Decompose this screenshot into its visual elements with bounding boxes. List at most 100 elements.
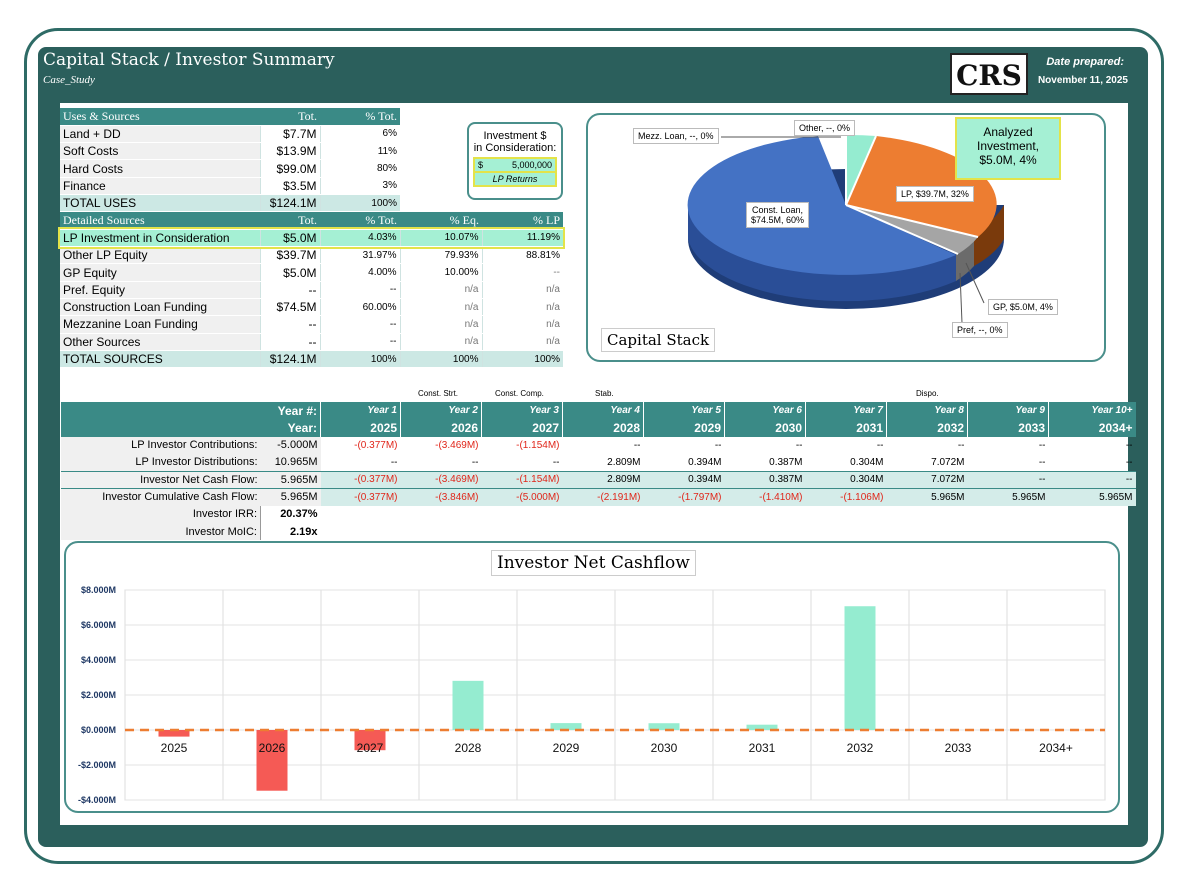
cashflow-cell: -- [552,456,560,468]
x-tick-label: 2029 [553,741,580,755]
cashflow-cell: -(0.377M) [320,470,401,489]
uses-row: Hard Costs $99.0M 80% [60,159,400,178]
logo-icon: CRS [956,59,1022,92]
x-tick-label: 2027 [357,741,384,755]
lp-consideration-row: LP Investment in Consideration $5.0M 4.03%… [58,227,565,249]
cashflow-cell: -(3.469M) [400,470,482,489]
x-tick-label: 2025 [161,741,188,755]
sources-header-label: Detailed Sources [60,212,260,230]
cashflow-cell: 5.965M [967,487,1049,506]
row-value: n/a [399,315,482,334]
row-value: 60.00% [319,298,400,317]
row-value: 100% [319,350,400,369]
cashflow-cell: -(1.410M) [724,487,806,506]
cashflow-cell: -- [1038,439,1046,451]
cashflow-cell: 0.304M [850,456,884,468]
cashflow-cell: -- [1125,439,1133,451]
x-tick-label: 2034+ [1039,741,1073,755]
pie-side-loan [688,205,956,302]
y-tick-label: $8.000M [81,585,116,595]
row-value: -- [259,333,320,351]
uses-header-pct: % Tot. [320,108,400,126]
year-value: 2026 [400,419,482,437]
cashflow-cell: 5.965M [1048,487,1136,506]
pie-edge [845,204,979,238]
row-value: -- [319,281,400,299]
year-number-row: Year #: Year 1 Year 2 Year 3 Year 4 Year 5 Yea… [60,402,1136,420]
uses-row: Land + DD $7.7M 6% [60,125,400,144]
cashflow-row-total: -5.000M [260,436,321,454]
cashflow-cell: -- [1048,470,1136,489]
pie-slice-const-loan[interactable] [687,136,956,275]
row-value: 10.00% [399,263,482,282]
row-label: Construction Loan Funding [60,298,260,317]
row-value: n/a [481,281,563,299]
y-tick-label: $2.000M [81,690,116,700]
cashflow-cell: 5.965M [886,487,968,506]
cashflow-cell: -- [967,470,1049,489]
const-loan-line-1: Const. Loan, [752,205,804,215]
bar [648,723,680,730]
cashflow-row-label: LP Investor Contributions: [60,436,261,454]
row-label: TOTAL SOURCES [60,350,260,369]
row-label: Soft Costs [60,142,260,161]
sources-row: GP Equity $5.0M 4.00% 10.00% -- [60,263,563,282]
sources-header: Detailed Sources Tot. % Tot. % Eq. % LP [60,212,563,230]
bar [550,723,582,730]
pie-leader-pref [959,272,963,324]
investment-box: Investment $ in Consideration: $ 5,000,0… [467,122,563,200]
cashflow-cell: -- [1038,456,1046,468]
pie-label-lp: LP, $39.7M, 32% [896,186,974,202]
bar [844,606,876,730]
x-tick-label: 2028 [455,741,482,755]
year-value: 2034+ [1048,419,1136,437]
pie-label-gp: GP, $5.0M, 4% [988,299,1058,315]
year-number: Year 10+ [1048,402,1136,420]
row-value: $5.0M [259,263,320,282]
pie-edge [845,135,877,206]
moic-row: Investor MoIC: 2.19x [60,523,1136,541]
row-value: $124.1M [259,350,320,369]
row-label: TOTAL USES [60,194,260,213]
company-logo: CRS [950,53,1028,95]
irr-row: Investor IRR: 20.37% [60,505,1136,524]
bar [746,724,778,730]
year-number: Year 4 [562,402,644,420]
row-value: $124.1M [259,194,320,213]
year-number: Year 3 [481,402,563,420]
cashflow-cell: 0.394M [643,470,725,489]
cashflow-cell: -- [795,439,803,451]
y-tick-label: $4.000M [81,655,116,665]
sources-table: Detailed Sources Tot. % Tot. % Eq. % LP … [58,212,565,369]
pie-label-mezz: Mezz. Loan, --, 0% [633,128,719,144]
phase-dispo: Dispo. [916,389,939,398]
irr-value: 20.37% [260,505,321,524]
row-value: -- [259,315,320,334]
cashflow-cell: 0.394M [688,456,722,468]
year-value: 2028 [562,419,644,437]
row-value: $13.9M [259,142,320,161]
sources-header-lp: % LP [482,212,563,230]
row-value: 10.07% [399,229,482,248]
cashflow-cell: 2.809M [562,470,644,489]
net-cashflow-svg: $8.000M $6.000M $4.000M $2.000M $0.000M -$2.0… [78,585,1106,805]
cashflow-cell: 0.387M [724,470,806,489]
investment-input[interactable]: $ 5,000,000 [473,157,557,173]
analyzed-line-3: $5.0M, 4% [979,153,1037,167]
row-label: Other Sources [60,333,260,351]
pie-edge [845,204,959,255]
row-label: Pref. Equity [60,281,260,299]
row-value: 100% [399,350,482,369]
analyzed-line-2: Investment, [976,139,1040,153]
cashflow-cell: -(3.469M) [435,439,479,451]
row-label: Finance [60,177,260,195]
pie-slice-gp[interactable] [846,205,978,254]
x-tick-label: 2032 [847,741,874,755]
pie-label-analyzed: Analyzed Investment, $5.0M, 4% [955,117,1061,180]
phase-const-start: Const. Strt. [418,389,459,398]
cashflow-cell: -(1.106M) [805,487,887,506]
uses-header-tot: Tot. [260,108,320,126]
cashflow-row: LP Investor Distributions: 10.965M -- -- -- 2… [60,453,1136,472]
x-tick-label: 2026 [259,741,286,755]
row-value: 3% [319,177,400,195]
